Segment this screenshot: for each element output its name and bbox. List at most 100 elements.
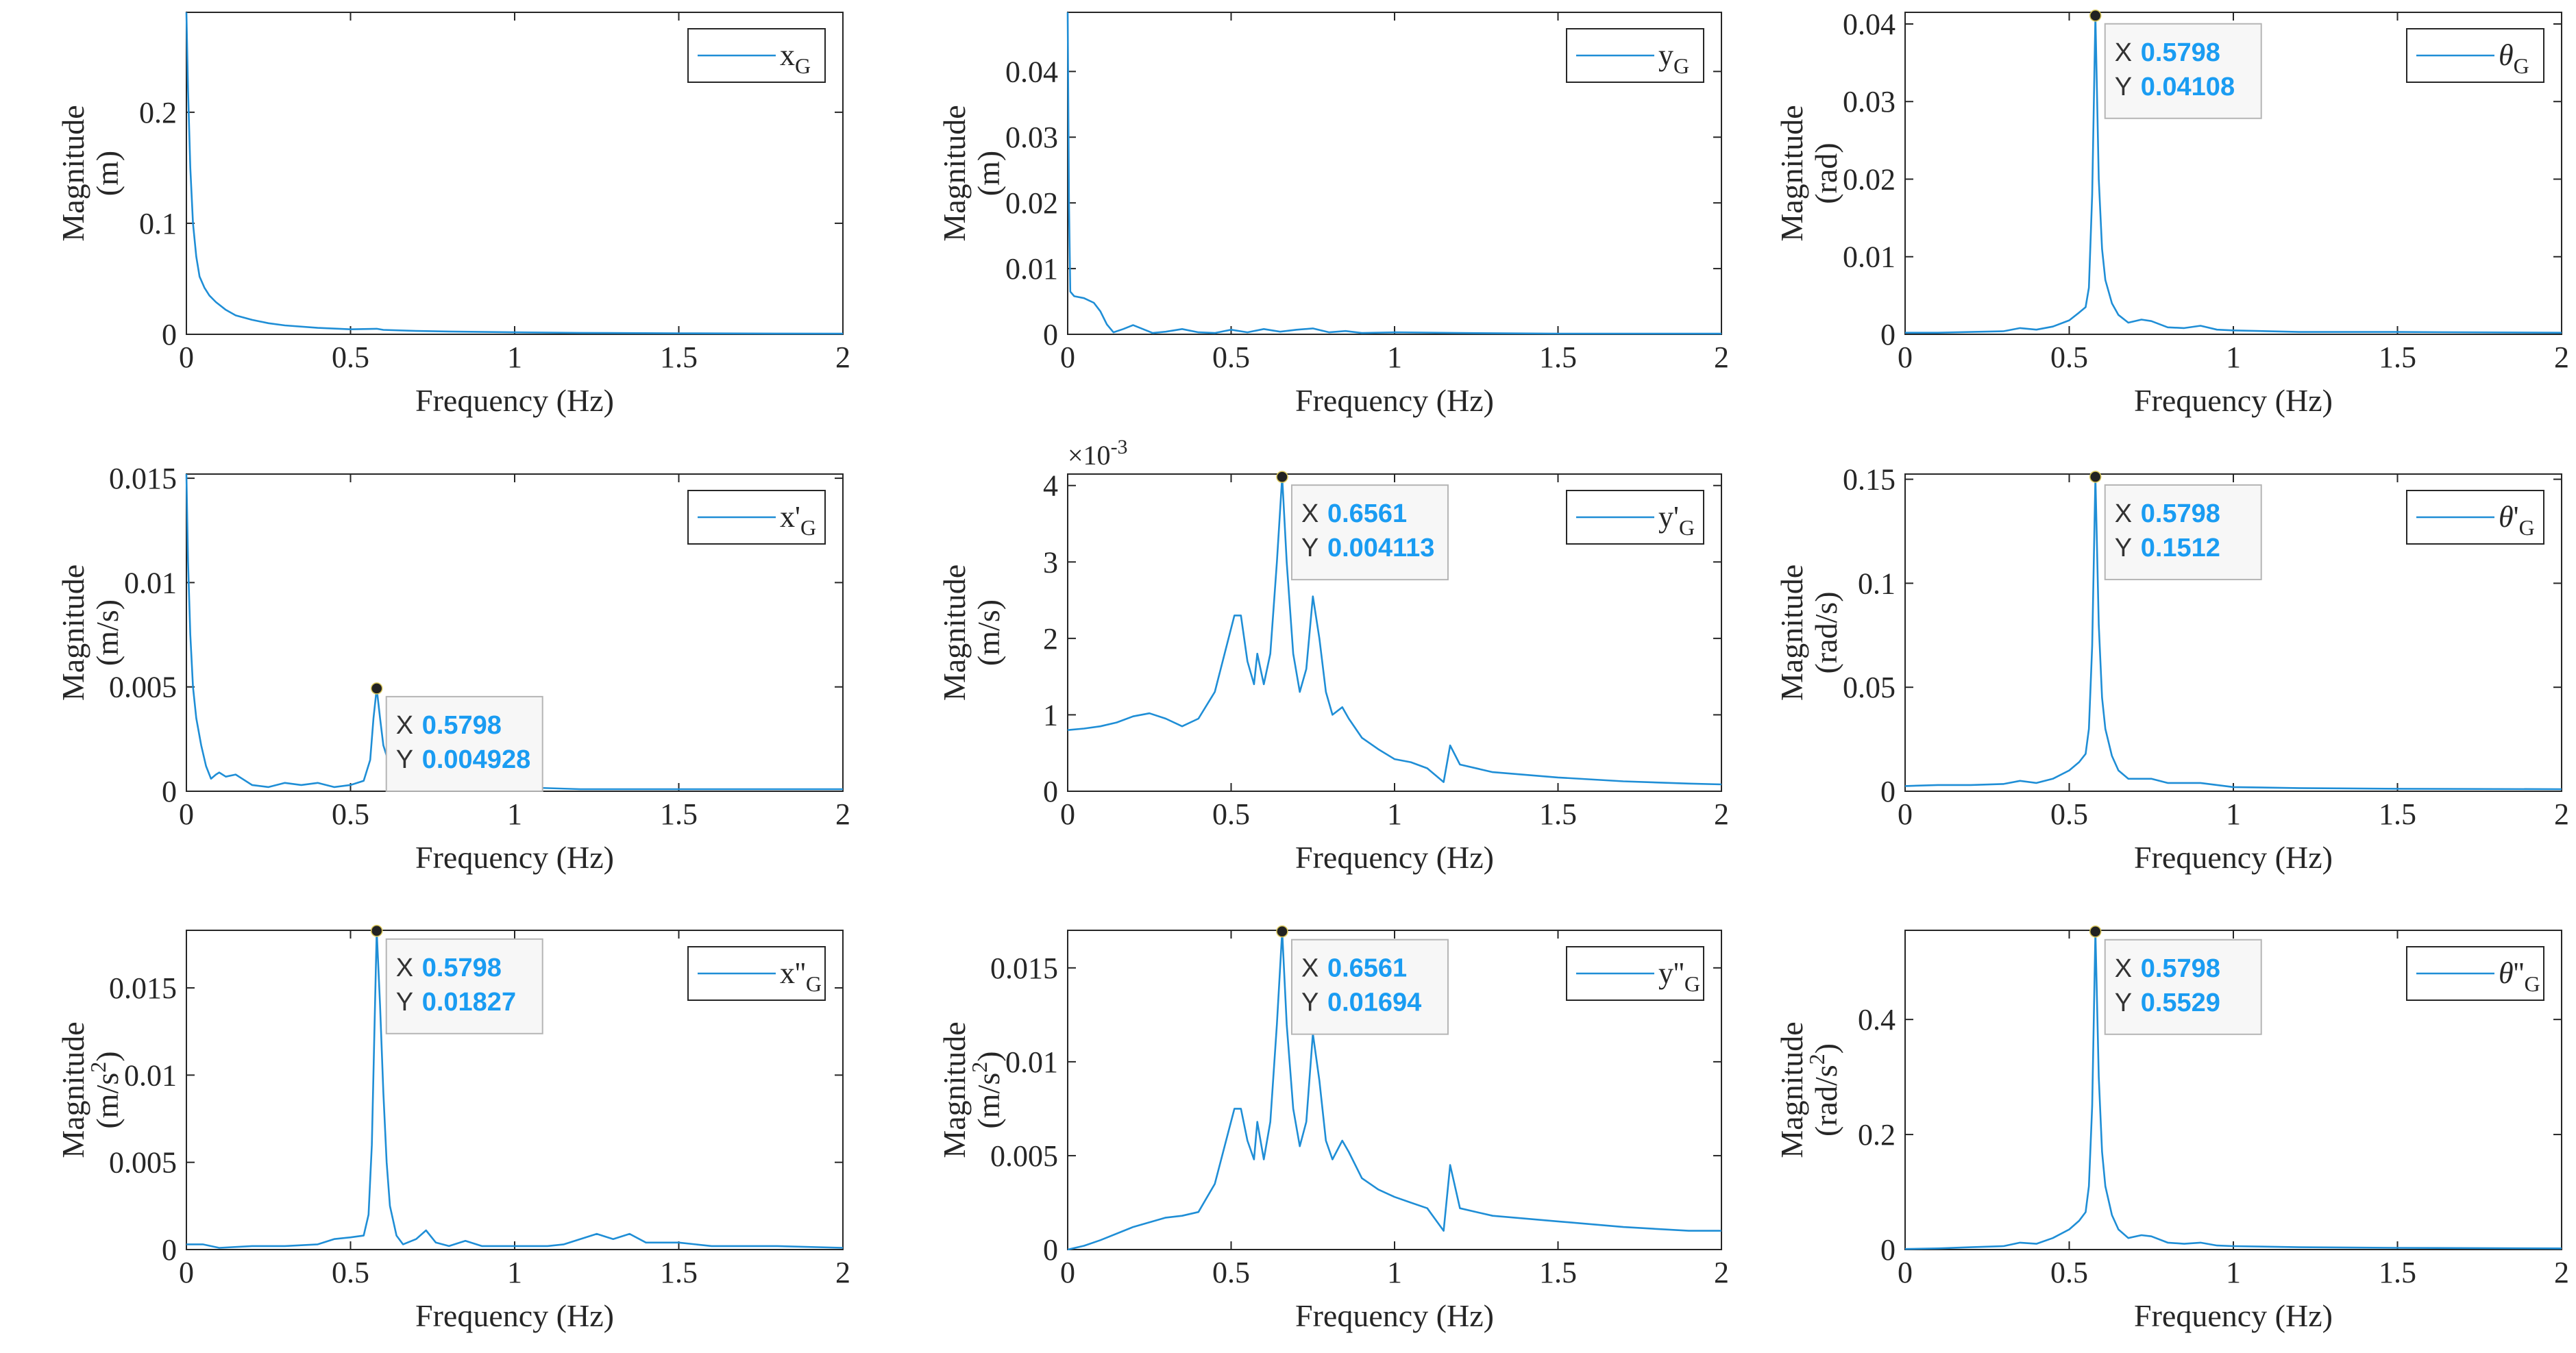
x-tick-label: 1.5 — [660, 797, 698, 831]
datatip-y-label: Y — [2115, 534, 2132, 562]
y-axis-unit: (m/s2) — [967, 1051, 1006, 1128]
datatip-y-label: Y — [2115, 989, 2132, 1017]
y-axis-unit: (m/s) — [971, 599, 1006, 666]
datatip-y-label: Y — [396, 745, 413, 774]
y-tick-label: 0 — [1043, 775, 1058, 808]
y-tick-label: 0.015 — [990, 952, 1058, 985]
y-tick-label: 0.4 — [1858, 1003, 1896, 1037]
y-tick-label: 0.02 — [1843, 162, 1896, 196]
y-axis-label: Magnitude — [937, 105, 972, 241]
panel-xG: 0 0.5 1 1.5 2 0 0.1 0.2 Frequency (Hz) Magnitude(… — [56, 12, 850, 418]
legend: θG — [2406, 28, 2544, 83]
datatip-marker — [1276, 925, 1288, 938]
y-axis-unit: (rad/s) — [1808, 591, 1843, 673]
y-tick-label: 0.02 — [1005, 186, 1058, 220]
y-tick-label: 1 — [1043, 698, 1058, 732]
panel-xdG: 0 0.5 1 1.5 2 0 0.005 0.01 0.015 Frequency (Hz) Ma… — [56, 462, 850, 875]
datatip: X 0.5798 Y 0.04108 — [2089, 10, 2262, 119]
y-axis-label: Magnitude — [56, 564, 90, 701]
datatip-x-value: 0.6561 — [1327, 954, 1407, 983]
x-tick-label: 1 — [1387, 797, 1402, 831]
datatip: X 0.5798 Y 0.004928 — [370, 682, 543, 792]
x-tick-label: 2 — [1714, 1256, 1729, 1289]
y-tick-label: 0.03 — [1843, 85, 1896, 119]
y-tick-label: 0.1 — [1858, 567, 1896, 600]
datatip: X 0.5798 Y 0.1512 — [2089, 471, 2262, 580]
x-tick-label: 0 — [1898, 1256, 1913, 1289]
y-tick-label: 4 — [1043, 469, 1058, 503]
panel-thetaG: 0 0.5 1 1.5 2 0 0.01 0.02 0.03 0.04 Frequency (Hz)… — [1774, 8, 2569, 418]
y-tick-label: 0.005 — [109, 1146, 177, 1180]
datatip: X 0.6561 Y 0.01694 — [1276, 925, 1449, 1035]
y-tick-label: 0 — [162, 1233, 177, 1267]
datatip: X 0.5798 Y 0.5529 — [2089, 926, 2262, 1035]
x-tick-label: 2 — [2554, 340, 2569, 374]
x-tick-label: 1 — [1387, 1256, 1402, 1289]
x-tick-label: 1.5 — [660, 1256, 698, 1289]
y-tick-label: 0 — [1880, 318, 1896, 351]
datatip-marker — [2089, 10, 2102, 22]
y-tick-label: 0.03 — [1005, 121, 1058, 154]
y-tick-label: 0 — [162, 775, 177, 808]
datatip: X 0.5798 Y 0.01827 — [370, 925, 543, 1034]
y-axis-unit: (m) — [90, 151, 125, 196]
x-tick-label: 2 — [1714, 340, 1729, 374]
x-tick-label: 1 — [507, 340, 522, 374]
x-axis-label: Frequency (Hz) — [415, 840, 614, 875]
x-tick-label: 0 — [179, 340, 194, 374]
series-line-yddG — [1067, 930, 1721, 1251]
x-tick-label: 1 — [2226, 797, 2241, 831]
datatip-x-value: 0.6561 — [1327, 499, 1407, 528]
panel-thetadG: 0 0.5 1 1.5 2 0 0.05 0.1 0.15 Frequency (Hz) Magni… — [1774, 463, 2569, 875]
y-tick-label: 0.005 — [990, 1139, 1058, 1173]
y-axis-label: Magnitude — [56, 1021, 90, 1158]
y-axis-label: Magnitude — [937, 564, 972, 701]
series-line-thetaG — [1905, 14, 2562, 334]
series-line-xG — [185, 12, 844, 335]
datatip-x-label: X — [2115, 499, 2132, 528]
x-tick-label: 1.5 — [1539, 340, 1577, 374]
x-tick-label: 2 — [2554, 797, 2569, 831]
x-tick-label: 0.5 — [1212, 340, 1250, 374]
datatip-x-value: 0.5798 — [422, 954, 502, 982]
legend: x'G — [687, 490, 826, 545]
datatip-y-value: 0.004113 — [1327, 534, 1434, 562]
x-tick-label: 2 — [835, 1256, 850, 1289]
y-tick-label: 0.015 — [109, 462, 177, 495]
y-axis-label: Magnitude — [56, 105, 90, 241]
y-tick-label: 0.005 — [109, 671, 177, 704]
x-axis-label: Frequency (Hz) — [1295, 840, 1494, 875]
y-tick-label: 0.01 — [1005, 252, 1058, 286]
legend: y'G — [1566, 490, 1704, 545]
x-tick-label: 1.5 — [2379, 1256, 2416, 1289]
datatip-y-label: Y — [396, 988, 413, 1017]
y-tick-label: 0.015 — [109, 971, 177, 1005]
datatip-x-label: X — [396, 954, 413, 982]
y-tick-label: 0.15 — [1843, 463, 1896, 497]
legend: x''G — [687, 946, 826, 1001]
x-tick-label: 0 — [1060, 797, 1075, 831]
y-axis-unit: (m/s2) — [86, 1051, 125, 1128]
datatip-y-value: 0.004928 — [422, 745, 531, 774]
y-tick-label: 0 — [1043, 1233, 1058, 1267]
x-axis-label: Frequency (Hz) — [1295, 383, 1494, 418]
y-tick-label: 0 — [162, 318, 177, 351]
x-tick-label: 2 — [1714, 797, 1729, 831]
datatip-box — [2104, 23, 2262, 119]
datatip-y-value: 0.01694 — [1327, 989, 1421, 1017]
series-line-thetadG — [1904, 475, 2562, 791]
y-tick-label: 0.01 — [124, 1058, 177, 1092]
datatip-x-label: X — [1301, 954, 1318, 983]
x-tick-label: 0 — [1898, 340, 1913, 374]
x-axis-label: Frequency (Hz) — [2134, 840, 2333, 875]
legend: θ'G — [2406, 490, 2544, 545]
y-axis-unit: (m/s) — [90, 599, 125, 666]
legend: y''G — [1566, 946, 1704, 1001]
datatip-y-label: Y — [1301, 989, 1318, 1017]
y-tick-label: 0.01 — [1843, 240, 1896, 274]
panel-ydG: 0 0.5 1 1.5 2 0 1 2 3 4 ×10-3 Frequency (Hz) Magnitu… — [937, 436, 1729, 875]
legend: θ''G — [2406, 946, 2544, 1001]
datatip-box — [1290, 484, 1449, 581]
x-axis-label: Frequency (Hz) — [415, 383, 614, 418]
datatip-box — [2104, 939, 2262, 1035]
